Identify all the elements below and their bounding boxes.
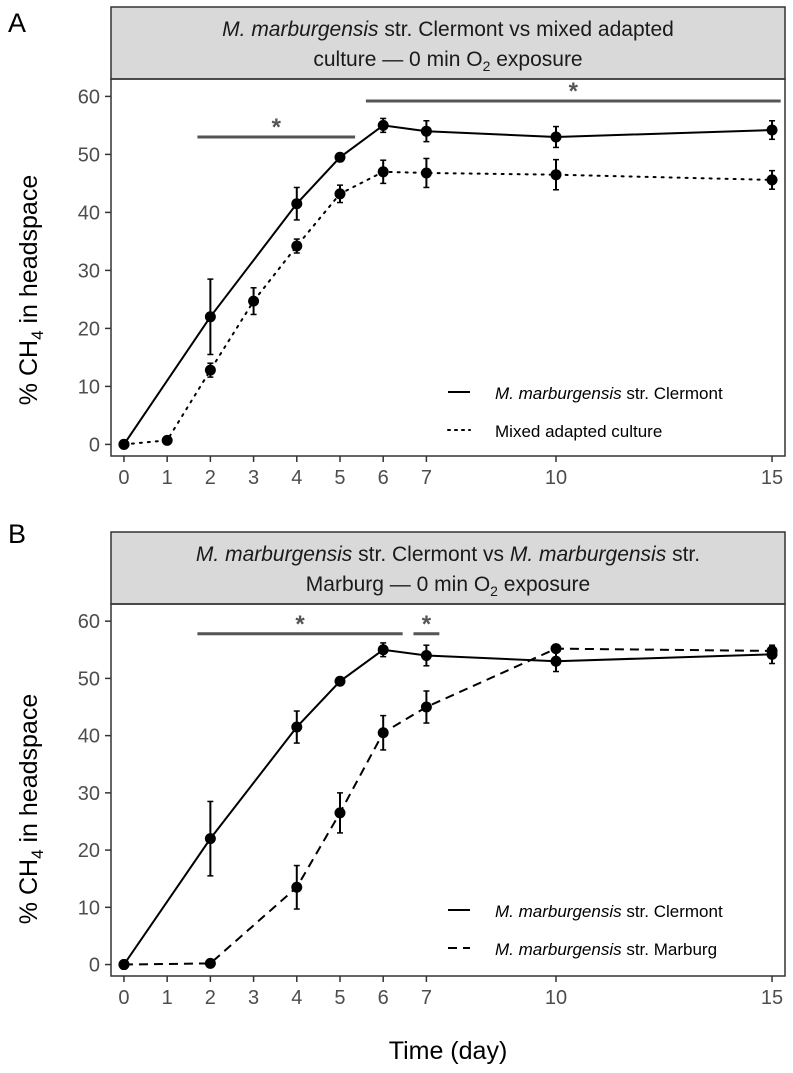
y-tick-label: 0: [89, 434, 100, 456]
y-tick-label: 30: [78, 260, 100, 282]
dotted-series-point: [420, 167, 432, 179]
x-axis-label: Time (day): [389, 1037, 508, 1065]
dashed-series-point: [420, 701, 432, 713]
dotted-series-point: [161, 434, 173, 446]
dashed-series-point: [118, 959, 130, 971]
panel-b-plot-area: 0 10 20 30 40 50 60 0 1 2 3 4 5 6 7 10 15 * *: [78, 603, 786, 1009]
legend-label-marburg: M. marburgensis str. Marburg: [495, 940, 717, 959]
dotted-series-line: [122, 170, 774, 446]
solid-series-point: [766, 124, 778, 136]
panel-b: B M. marburgensis str. Clermont vs M. ma…: [8, 519, 786, 1009]
x-tick-label: 7: [421, 467, 432, 489]
x-tick-label: 1: [162, 467, 173, 489]
solid-series-line: [123, 648, 773, 966]
panel-b-title-strip: [110, 531, 786, 605]
panel-b-title-line2: Marburg — 0 min O2 exposure: [306, 573, 590, 599]
significance-star: *: [422, 611, 432, 638]
x-tick-label: 10: [545, 467, 567, 489]
dashed-series-point: [204, 957, 216, 969]
panel-a-legend: M. marburgensis str. Clermont Mixed adap…: [447, 384, 723, 441]
x-tick-label: 7: [421, 987, 432, 1009]
legend-label-clermont: M. marburgensis str. Clermont: [495, 384, 723, 403]
panel-b-plot-frame: [110, 603, 786, 977]
solid-series-point: [420, 650, 432, 662]
dotted-series-point: [291, 240, 303, 252]
panel-a-y-axis-label: % CH4 in headspace: [15, 175, 47, 405]
panel-a-title-line2: culture — 0 min O2 exposure: [313, 48, 582, 74]
y-tick-label: 50: [78, 668, 100, 690]
x-tick-label: 5: [334, 467, 345, 489]
dotted-series-point: [766, 174, 778, 186]
dashed-series-point: [334, 807, 346, 819]
solid-series-point: [377, 644, 389, 656]
x-tick-label: 2: [205, 987, 216, 1009]
y-tick-label: 60: [78, 86, 100, 108]
x-tick-label: 3: [248, 987, 259, 1009]
panel-a: A M. marburgensis str. Clermont vs mixed…: [8, 6, 786, 489]
solid-series-point: [334, 675, 346, 687]
y-tick-label: 10: [78, 897, 100, 919]
solid-series-point: [334, 151, 346, 163]
dotted-series-point: [334, 188, 346, 200]
dotted-series-point: [204, 364, 216, 376]
x-tick-label: 4: [291, 987, 302, 1009]
y-tick-label: 30: [78, 783, 100, 805]
y-tick-label: 40: [78, 202, 100, 224]
panel-a-title-strip: [110, 6, 786, 80]
dashed-series-point: [291, 881, 303, 893]
significance-star: *: [569, 78, 579, 105]
solid-series-line: [123, 124, 773, 445]
dashed-series-point: [377, 727, 389, 739]
dotted-series-point: [550, 169, 562, 181]
y-tick-label: 20: [78, 840, 100, 862]
legend-label-mixed: Mixed adapted culture: [495, 422, 662, 441]
panel-b-legend: M. marburgensis str. Clermont M. marburg…: [448, 902, 723, 959]
solid-series-point: [291, 198, 303, 210]
solid-series-point: [291, 721, 303, 733]
solid-series-point: [204, 311, 216, 323]
panel-b-title-line1: M. marburgensis str. Clermont vs M. marb…: [196, 543, 700, 566]
dotted-series-point: [118, 438, 130, 450]
x-tick-label: 5: [334, 987, 345, 1009]
significance-star: *: [272, 114, 282, 141]
legend-label-clermont: M. marburgensis str. Clermont: [495, 902, 723, 921]
y-tick-label: 40: [78, 726, 100, 748]
x-tick-label: 15: [761, 467, 783, 489]
x-tick-label: 6: [378, 467, 389, 489]
x-tick-label: 0: [118, 467, 129, 489]
dotted-series-point: [377, 166, 389, 178]
solid-series-point: [550, 655, 562, 667]
solid-series-point: [420, 125, 432, 137]
x-tick-label: 4: [291, 467, 302, 489]
significance-star: *: [295, 611, 305, 638]
y-tick-label: 60: [78, 611, 100, 633]
panel-a-letter: A: [8, 8, 26, 38]
dashed-series-line: [123, 647, 773, 966]
y-tick-label: 50: [78, 144, 100, 166]
x-tick-label: 3: [248, 467, 259, 489]
solid-series-point: [204, 833, 216, 845]
dashed-series-point: [766, 645, 778, 657]
y-tick-label: 0: [89, 955, 100, 977]
dotted-series-point: [248, 295, 260, 307]
dashed-series-point: [550, 643, 562, 655]
panel-a-plot-area: 0 10 20 30 40 50 60 0 1 2 3 4 5 6 7 10 15 * *: [78, 78, 786, 489]
solid-series-point: [550, 131, 562, 143]
x-tick-label: 15: [761, 987, 783, 1009]
panel-b-y-axis-label: % CH4 in headspace: [15, 694, 47, 924]
panel-b-letter: B: [8, 519, 26, 549]
x-tick-label: 6: [378, 987, 389, 1009]
x-tick-label: 0: [118, 987, 129, 1009]
panel-a-title-line1: M. marburgensis str. Clermont vs mixed a…: [222, 18, 674, 41]
x-tick-label: 2: [205, 467, 216, 489]
x-tick-label: 10: [545, 987, 567, 1009]
y-tick-label: 20: [78, 318, 100, 340]
solid-series-point: [377, 119, 389, 131]
x-tick-label: 1: [162, 987, 173, 1009]
y-tick-label: 10: [78, 376, 100, 398]
panel-a-plot-frame: [110, 78, 786, 457]
